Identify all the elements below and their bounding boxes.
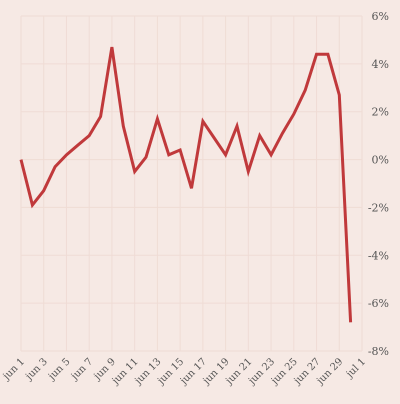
y-tick-label: -4% — [368, 249, 389, 262]
series-group — [19, 46, 353, 323]
y-tick-label: -6% — [368, 297, 389, 310]
y-tick-label: -8% — [368, 345, 389, 358]
x-tick-label: jul 1 — [344, 356, 368, 380]
y-axis: 6% 4% 2% 0% -2% -4% -6% -8% — [368, 10, 389, 358]
x-tick-label: jun 5 — [46, 356, 73, 383]
y-tick-label: 0% — [372, 154, 389, 167]
grid — [20, 15, 363, 352]
series-line — [19, 46, 353, 323]
x-tick-label: jun 1 — [1, 356, 28, 383]
y-tick-label: 4% — [372, 58, 389, 71]
x-tick-label: jun 3 — [23, 356, 50, 383]
y-tick-label: -2% — [368, 201, 389, 214]
y-tick-label: 2% — [372, 106, 389, 119]
x-tick-label: jun 7 — [69, 356, 96, 383]
y-tick-label: 6% — [372, 10, 389, 23]
